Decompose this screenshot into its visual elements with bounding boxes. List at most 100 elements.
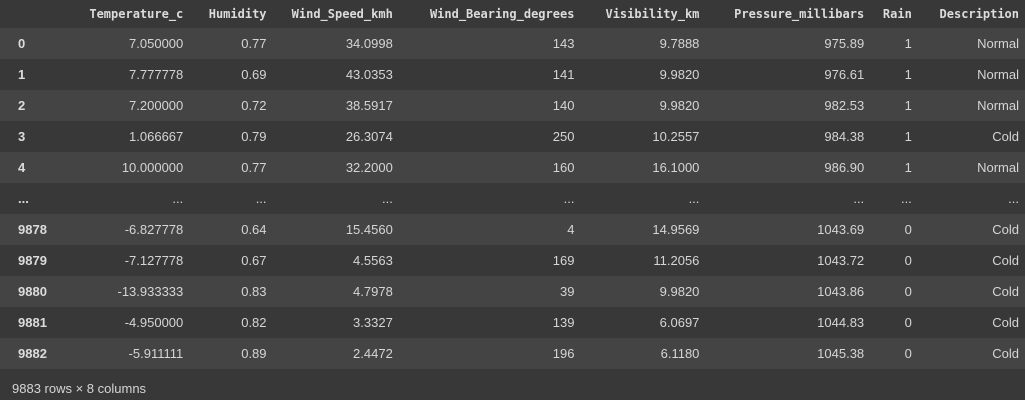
row-index: 9880	[18, 284, 47, 299]
row-index: ...	[18, 191, 29, 206]
row-index: 2	[18, 98, 26, 113]
cell-pressure: 982.53	[824, 98, 865, 113]
cell-wind-speed: ...	[381, 191, 393, 206]
cell-visibility: 14.9569	[652, 222, 700, 237]
dataframe-table: Temperature_c Humidity Wind_Speed_kmh Wi…	[0, 0, 1025, 369]
cell-description: Cold	[992, 315, 1019, 330]
column-header-wind-bearing: Wind_Bearing_degrees	[429, 7, 575, 21]
cell-description: Cold	[992, 253, 1019, 268]
cell-description: Normal	[977, 98, 1019, 113]
cell-wind-speed: 26.3074	[345, 129, 393, 144]
cell-wind-bearing: 143	[552, 36, 575, 51]
row-index: 1	[18, 67, 26, 82]
row-index: 9882	[18, 346, 47, 361]
cell-pressure: 1043.69	[817, 222, 865, 237]
cell-temperature: -4.950000	[124, 315, 184, 330]
cell-pressure: 1043.72	[817, 253, 865, 268]
table-row: 9879 -7.127778 0.67 4.5563 169 11.2056 1…	[0, 245, 1025, 276]
table-row: 2 7.200000 0.72 38.5917 140 9.9820 982.5…	[0, 90, 1025, 121]
cell-description: Normal	[977, 36, 1019, 51]
cell-wind-speed: 15.4560	[345, 222, 393, 237]
cell-wind-bearing: 196	[552, 346, 575, 361]
cell-humidity: 0.64	[241, 222, 267, 237]
cell-temperature: -7.127778	[124, 253, 184, 268]
cell-humidity: 0.89	[241, 346, 267, 361]
cell-wind-bearing: 169	[552, 253, 575, 268]
cell-rain: 0	[904, 284, 912, 299]
cell-humidity: ...	[255, 191, 267, 206]
cell-visibility: 6.0697	[659, 315, 700, 330]
table-row: 9881 -4.950000 0.82 3.3327 139 6.0697 10…	[0, 307, 1025, 338]
cell-visibility: 9.9820	[659, 67, 700, 82]
cell-temperature: 7.050000	[129, 36, 184, 51]
row-index: 9881	[18, 315, 47, 330]
cell-pressure: ...	[853, 191, 865, 206]
cell-rain: 0	[904, 346, 912, 361]
cell-temperature: 1.066667	[129, 129, 184, 144]
table-row: 0 7.050000 0.77 34.0998 143 9.7888 975.8…	[0, 28, 1025, 59]
cell-visibility: 11.2056	[653, 253, 700, 268]
cell-rain: ...	[900, 191, 912, 206]
row-index: 9878	[18, 222, 47, 237]
cell-wind-speed: 32.2000	[345, 160, 393, 175]
cell-visibility: 9.9820	[659, 98, 700, 113]
column-header-wind-speed: Wind_Speed_kmh	[291, 7, 393, 21]
cell-visibility: 16.1000	[652, 160, 700, 175]
cell-rain: 0	[904, 315, 912, 330]
column-header-visibility: Visibility_km	[605, 7, 700, 21]
cell-visibility: 9.7888	[659, 36, 700, 51]
cell-humidity: 0.77	[241, 160, 267, 175]
cell-pressure: 984.38	[824, 129, 865, 144]
cell-rain: 1	[904, 160, 912, 175]
cell-rain: 0	[904, 253, 912, 268]
cell-rain: 1	[904, 36, 912, 51]
cell-temperature: -5.911111	[128, 346, 184, 361]
table-row: 9880 -13.933333 0.83 4.7978 39 9.9820 10…	[0, 276, 1025, 307]
cell-description: Cold	[992, 346, 1019, 361]
table-header: Temperature_c Humidity Wind_Speed_kmh Wi…	[0, 0, 1025, 28]
cell-description: Cold	[992, 222, 1019, 237]
cell-description: Normal	[977, 67, 1019, 82]
cell-temperature: -13.933333	[117, 284, 184, 299]
cell-humidity: 0.77	[241, 36, 267, 51]
cell-temperature: ...	[172, 191, 184, 206]
cell-rain: 1	[904, 129, 912, 144]
cell-pressure: 1043.86	[817, 284, 865, 299]
cell-wind-bearing: 160	[552, 160, 575, 175]
column-header-pressure: Pressure_millibars	[734, 7, 865, 21]
cell-visibility: 6.1180	[660, 346, 700, 361]
cell-visibility: 9.9820	[659, 284, 700, 299]
table-row: 9878 -6.827778 0.64 15.4560 4 14.9569 10…	[0, 214, 1025, 245]
cell-pressure: 986.90	[824, 160, 865, 175]
table-row: 1 7.777778 0.69 43.0353 141 9.9820 976.6…	[0, 59, 1025, 90]
cell-wind-bearing: 4	[567, 222, 575, 237]
table-row: 9882 -5.911111 0.89 2.4472 196 6.1180 10…	[0, 338, 1025, 369]
row-index: 3	[18, 129, 26, 144]
cell-wind-speed: 38.5917	[345, 98, 393, 113]
cell-description: Cold	[992, 284, 1019, 299]
row-index: 0	[18, 36, 26, 51]
column-header-humidity: Humidity	[208, 7, 267, 21]
cell-humidity: 0.79	[241, 129, 267, 144]
ellipsis-row: ... ... ... ... ... ... ... ... ...	[0, 183, 1025, 214]
cell-wind-bearing: 141	[552, 67, 575, 82]
cell-wind-bearing: 140	[552, 98, 575, 113]
row-index: 4	[18, 160, 26, 175]
cell-visibility: 10.2557	[652, 129, 700, 144]
cell-description: Normal	[977, 160, 1019, 175]
cell-wind-bearing: 139	[552, 315, 575, 330]
table-row: 4 10.000000 0.77 32.2000 160 16.1000 986…	[0, 152, 1025, 183]
cell-pressure: 1045.38	[817, 346, 865, 361]
cell-wind-bearing: 250	[552, 129, 575, 144]
cell-temperature: 7.200000	[129, 98, 184, 113]
cell-wind-speed: 4.5563	[353, 253, 393, 268]
cell-description: ...	[1008, 191, 1019, 206]
cell-wind-speed: 34.0998	[345, 36, 393, 51]
cell-visibility: ...	[688, 191, 700, 206]
cell-temperature: 10.000000	[121, 160, 184, 175]
cell-wind-bearing: ...	[563, 191, 575, 206]
index-header	[0, 0, 53, 28]
table-row: 3 1.066667 0.79 26.3074 250 10.2557 984.…	[0, 121, 1025, 152]
cell-rain: 0	[904, 222, 912, 237]
column-header-description: Description	[939, 7, 1019, 21]
